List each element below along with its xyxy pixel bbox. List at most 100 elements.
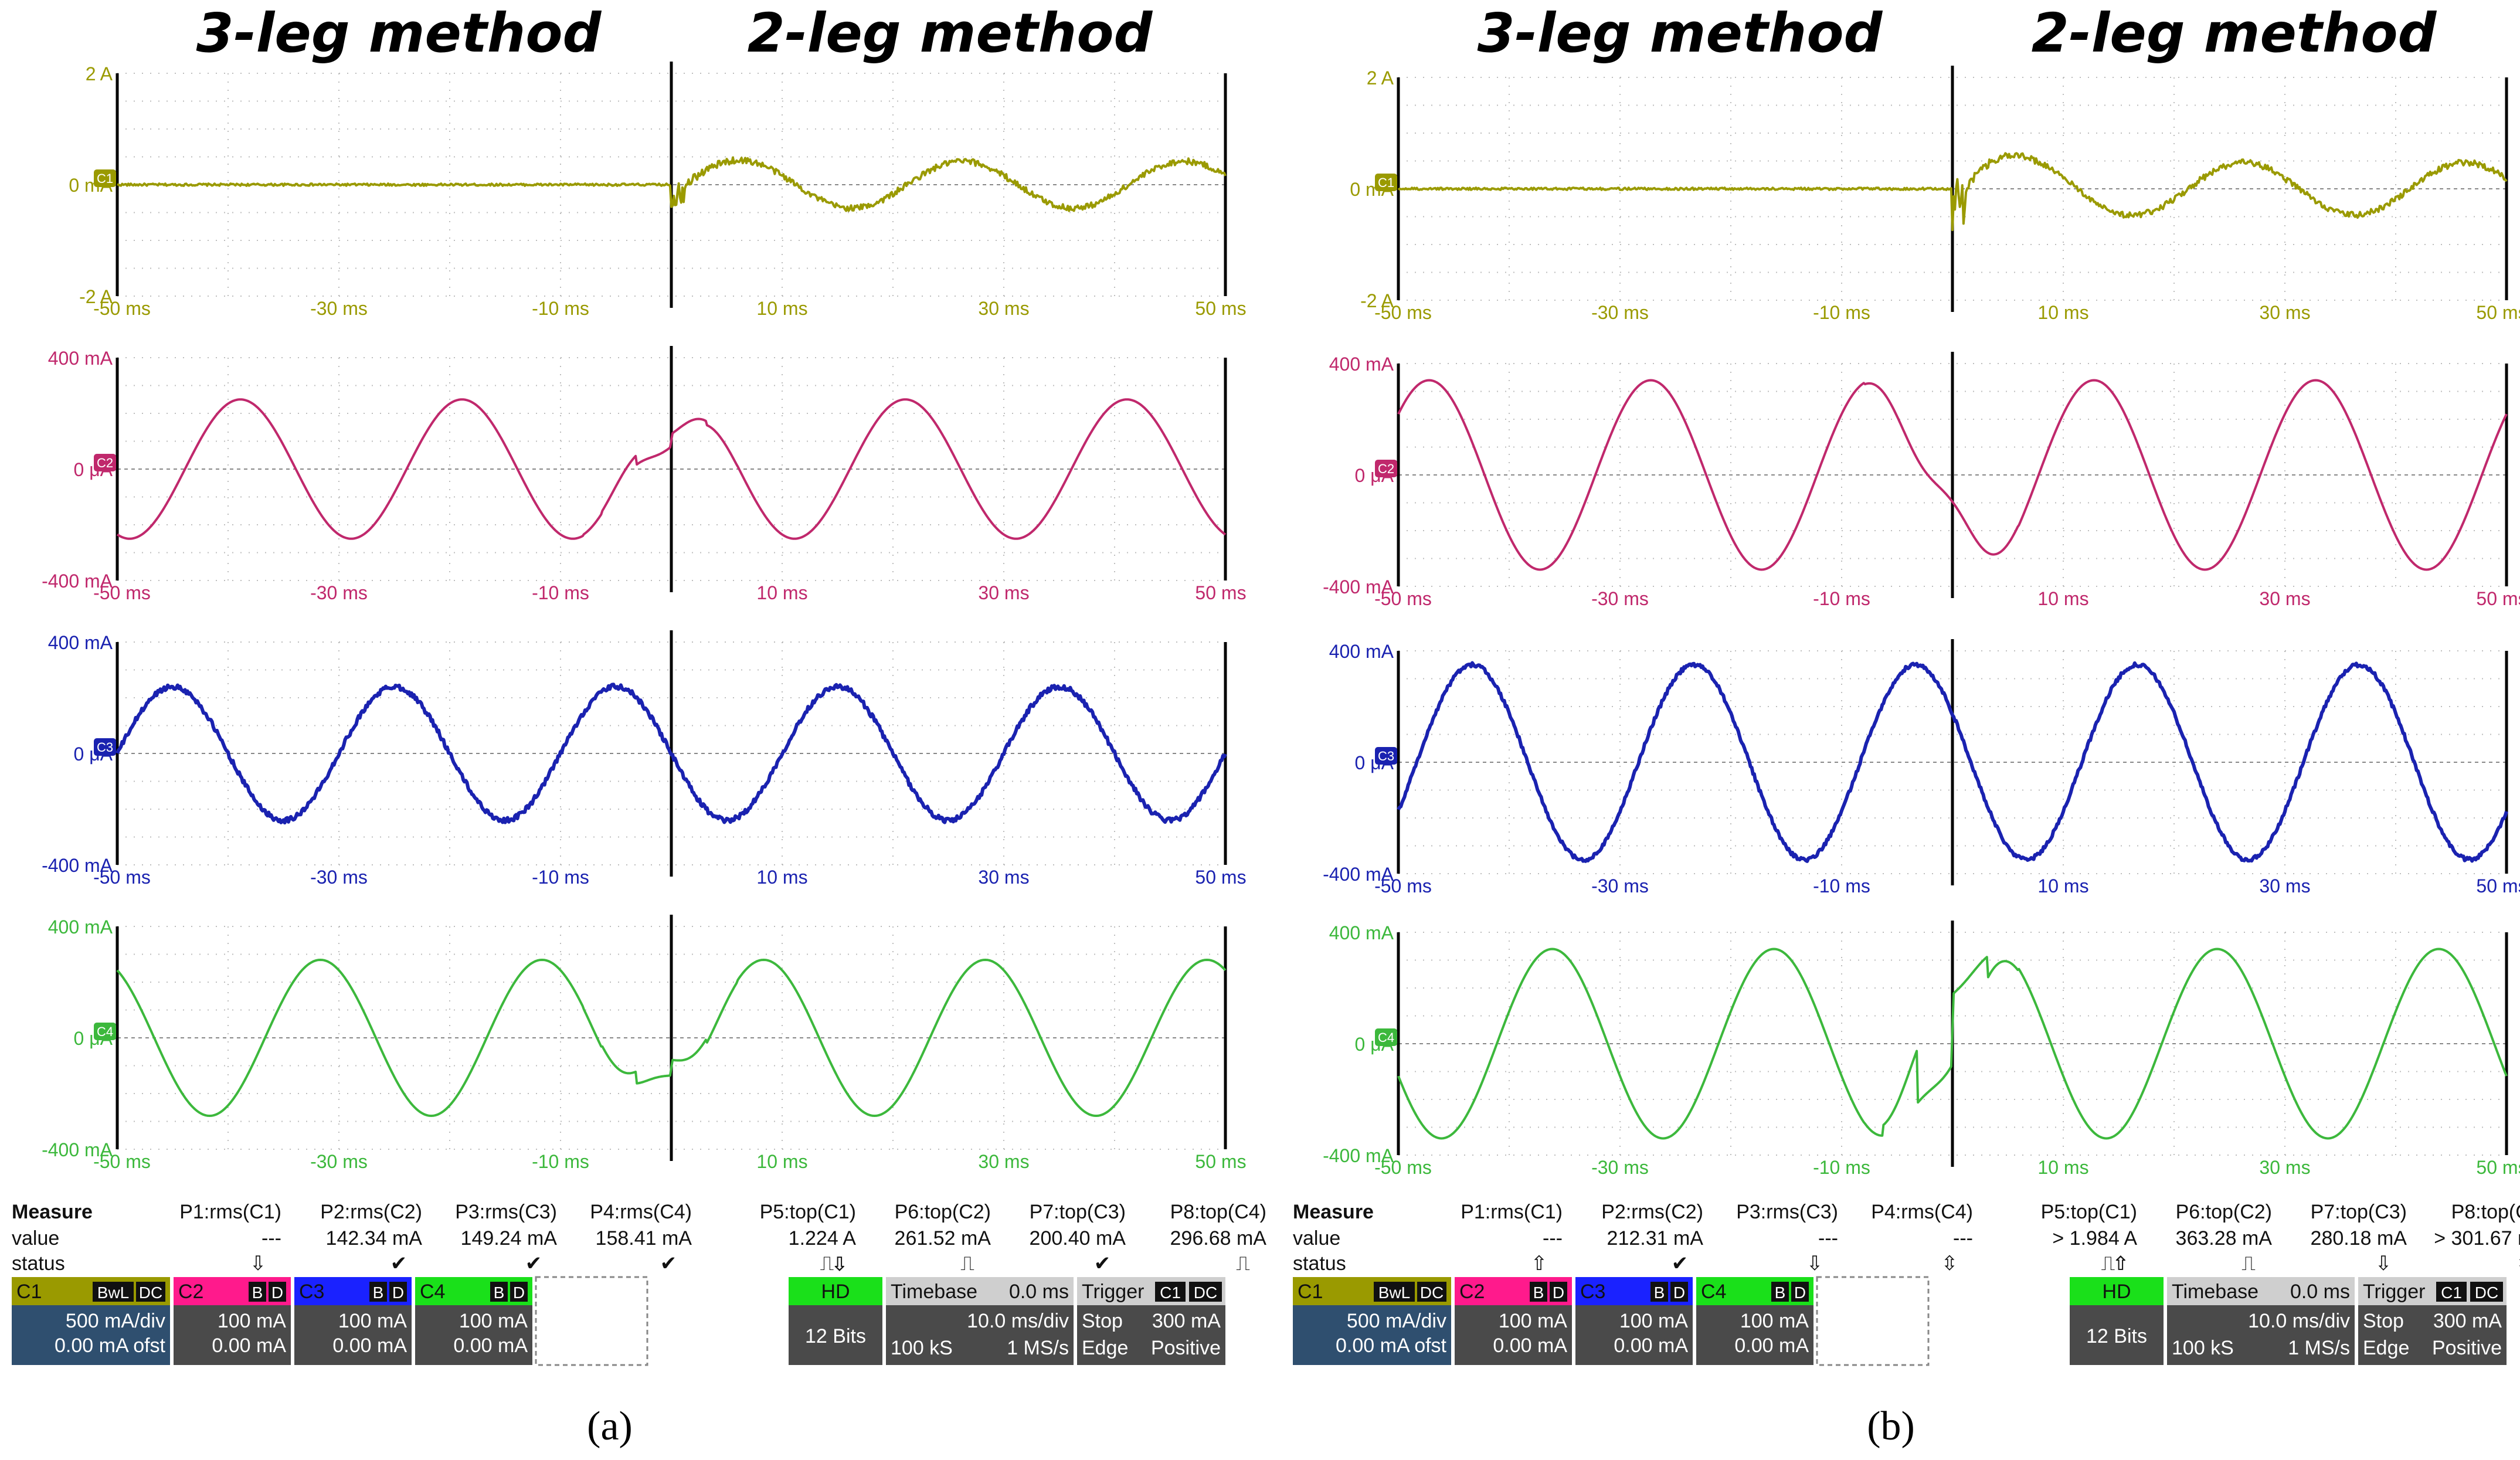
trigger-slope: Positive [1151,1337,1221,1359]
channel-box-c4[interactable]: C4 DB 100 mA 0.00 mA [1696,1277,1813,1365]
channel-marker [94,1023,116,1040]
channel-box-tag-label: DC [1420,1284,1444,1302]
x-tick-label: 10 ms [756,867,807,888]
channel-box-scale: 100 mA [1740,1310,1809,1332]
channel-box-offset: 0.00 mA [1614,1335,1688,1357]
measure-status: ⇳ [1941,1252,1958,1275]
x-tick-label: 30 ms [978,582,1029,603]
channel-marker-label: C1 [97,171,113,186]
y-tick-label: 400 mA [48,632,113,653]
x-tick-label: -30 ms [310,1151,368,1172]
measure-status-label: status [1293,1252,1346,1275]
channel-box-scale: 100 mA [218,1310,286,1332]
y-tick-label: 400 mA [48,916,113,938]
timebase-div: 10.0 ms/div [967,1310,1069,1332]
channel-box-body [1575,1305,1693,1365]
measure-status: ⎍⇧ [2101,1252,2126,1275]
measure-value: --- [261,1227,281,1250]
channel-box-body [12,1305,170,1365]
measure-header: P4:rms(C4) [1871,1201,1973,1223]
channel-marker [94,738,116,756]
method-title: 2-leg method [748,2,1153,64]
channel-box-tag [389,1282,407,1302]
bits-label: 12 Bits [805,1325,866,1347]
channel-box-tag [1530,1282,1547,1302]
channel-box-tag-label: B [373,1284,384,1302]
empty-channel-slot [1816,1276,1930,1366]
measure-status: ✔ [525,1252,542,1275]
waveform-c3 [1397,661,2508,863]
timebase-body [886,1305,1074,1365]
measure-header: P2:rms(C2) [1601,1201,1703,1223]
channel-c1: 2 A0 mA-2 AC1-50 ms -30 ms -10 ms 10 ms 30 m… [69,62,1247,319]
y-tick-label: 400 mA [1329,922,1394,943]
measure-status: ⇩ [1806,1252,1823,1275]
waveform-c2 [116,398,1227,540]
waveform-c4 [116,959,1227,1117]
channel-marker-label: C4 [97,1024,113,1039]
measure-header: P7:top(C3) [1030,1201,1126,1223]
x-tick-label: 50 ms [1195,867,1246,888]
channel-box-tag [490,1282,508,1302]
hd-label: HD [821,1281,850,1303]
measure-value: > 301.67 mA [2434,1227,2520,1250]
channel-box-name: C2 [178,1281,203,1303]
measure-header: P6:top(C2) [2176,1201,2272,1223]
channel-box-c1[interactable]: C1 DC BwL 500 mA/div 0.00 mA ofst [12,1277,170,1365]
x-tick-label: 10 ms [2037,1157,2088,1178]
y-tick-label: -400 mA [42,571,113,592]
channel-box-c4[interactable]: C4 DB 100 mA 0.00 mA [415,1277,532,1365]
channel-box-tag [136,1282,165,1302]
channel-box-tag [1550,1282,1567,1302]
measure-status: ✔ [390,1252,407,1275]
acquisition-panel[interactable]: HD 12 Bits Timebase 0.0 ms 10.0 ms/div 100 kS… [2070,1277,2507,1365]
measure-status: ⎍ [1236,1252,1250,1275]
measure-header: P6:top(C2) [895,1201,991,1223]
empty-channel-slot [535,1276,648,1366]
trigger-label: Trigger [1082,1281,1144,1303]
timebase-div: 10.0 ms/div [2248,1310,2350,1332]
channel-box-c2[interactable]: C2 DB 100 mA 0.00 mA [1455,1277,1572,1365]
measure-status: ✔ [1672,1252,1689,1275]
x-tick-label: -50 ms [1374,588,1432,609]
trigger-cpl: DC [2475,1284,2498,1302]
channel-marker [1375,1028,1397,1046]
x-tick-label: 50 ms [2476,302,2520,323]
x-tick-label: -10 ms [1813,302,1870,323]
measure-value: 149.24 mA [461,1227,558,1250]
channel-box-tag-label: BwL [1378,1284,1410,1302]
acquisition-panel[interactable]: HD 12 Bits Timebase 0.0 ms 10.0 ms/div 100 kS… [789,1277,1225,1365]
timebase-samples: 100 kS [2172,1337,2234,1359]
x-tick-label: 10 ms [756,1151,807,1172]
trigger-src-tag [1155,1282,1186,1302]
channel-box-tag [269,1282,286,1302]
trigger-cpl: DC [1194,1284,1217,1302]
subfigure-label: (a) [587,1404,633,1449]
channel-box-body [294,1305,412,1365]
channel-box-c3[interactable]: C3 DB 100 mA 0.00 mA [1575,1277,1693,1365]
channel-box-tag-label: D [271,1284,283,1302]
channel-box-name: C3 [299,1281,324,1303]
channel-box-tag [1417,1282,1446,1302]
channel-box-c3[interactable]: C3 DB 100 mA 0.00 mA [294,1277,412,1365]
timebase-label: Timebase [891,1281,977,1303]
bits-box [789,1305,882,1365]
measure-value: --- [1543,1227,1563,1250]
channel-marker [1375,460,1397,477]
channel-box-c1[interactable]: C1 DC BwL 500 mA/div 0.00 mA ofst [1293,1277,1451,1365]
channel-box-tag-label: B [252,1284,263,1302]
x-tick-label: -50 ms [93,298,151,319]
x-tick-label: 10 ms [756,582,807,603]
trigger-level: 300 mA [1152,1310,1221,1332]
measure-value: 296.68 mA [1170,1227,1267,1250]
y-tick-label: -2 A [1360,290,1394,311]
channel-box-c2[interactable]: C2 DB 100 mA 0.00 mA [174,1277,291,1365]
x-tick-label: -10 ms [532,867,589,888]
channel-box-tag-label: DC [139,1284,162,1302]
